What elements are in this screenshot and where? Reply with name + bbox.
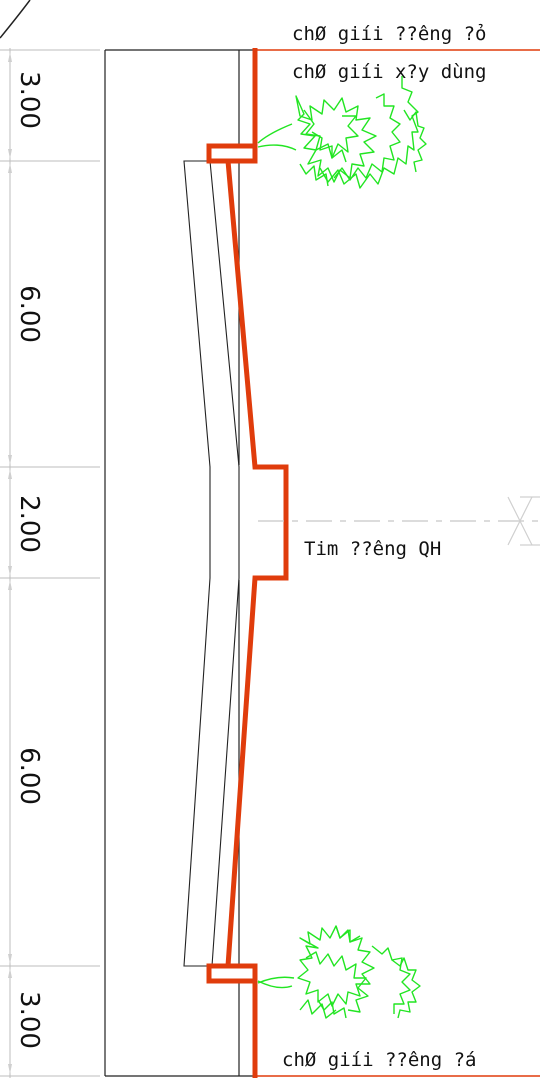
top-boundary-label-1: chØ giíi ??êng ?ỏ [292, 23, 486, 45]
top-boundary-label-2: chØ giíi x?y dùng [292, 61, 486, 83]
red-boundary [206, 48, 289, 1078]
centerline-label: Tim ??êng QH [304, 538, 441, 560]
dimension-ticks [8, 52, 12, 1074]
centerline-marker [507, 496, 540, 546]
dimension-label: 3.00 [14, 71, 44, 129]
bottom-boundary-label: chØ giíi ??êng ?á [282, 1049, 476, 1071]
corner-arc [0, 0, 31, 39]
dimension-label: 2.00 [14, 495, 44, 553]
tree-top-icon [257, 76, 427, 189]
dimension-chain [0, 48, 100, 1078]
tree-bottom-icon [257, 925, 421, 1019]
pavement-layers [183, 160, 240, 967]
dimension-label: 3.00 [14, 991, 44, 1049]
dimension-label: 6.00 [14, 285, 44, 343]
dimension-label: 6.00 [14, 747, 44, 805]
